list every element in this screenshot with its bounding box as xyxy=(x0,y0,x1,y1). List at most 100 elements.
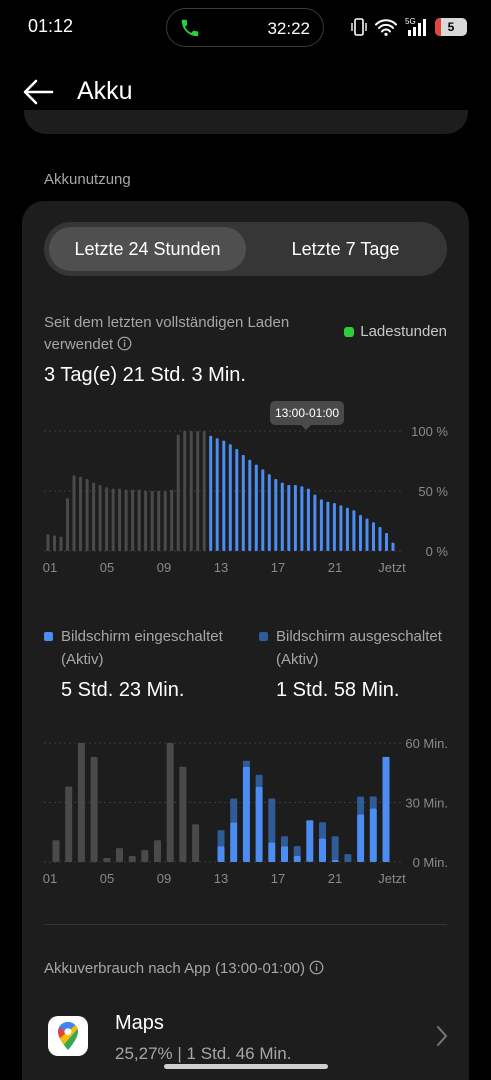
since-full-charge-label: Seit dem letzten vollständigen Laden ver… xyxy=(44,312,294,356)
battery-bar xyxy=(170,489,174,551)
back-button[interactable] xyxy=(18,74,58,110)
screen-on-bar xyxy=(293,856,301,862)
battery-bar xyxy=(183,431,187,551)
x-tick-label: 21 xyxy=(328,871,342,886)
battery-bar xyxy=(46,534,50,551)
screen-on-bar xyxy=(268,842,276,862)
battery-bar-selected xyxy=(261,469,265,551)
battery-bar xyxy=(124,489,128,551)
app-percent: 25,27% xyxy=(115,1044,173,1063)
battery-bar-selected xyxy=(306,488,310,551)
screen-on-bar xyxy=(357,814,365,862)
chart-tooltip: 13:00-01:00 xyxy=(270,401,344,430)
x-tick-label: 13 xyxy=(214,560,228,575)
legend-screen-on: Bildschirm eingeschaltet (Aktiv) xyxy=(44,625,231,671)
tab-last-24-hours[interactable]: Letzte 24 Stunden xyxy=(49,227,246,271)
battery-bar-selected xyxy=(345,507,349,551)
battery-bar xyxy=(131,489,135,551)
screen-on-bar xyxy=(255,786,263,862)
battery-bar xyxy=(163,491,167,551)
legend-screen-on-label: Bildschirm eingeschaltet (Aktiv) xyxy=(61,628,223,668)
battery-bar xyxy=(59,536,63,551)
signal-icon: 5G xyxy=(405,17,426,36)
screen-bar xyxy=(103,858,111,862)
info-icon[interactable] xyxy=(117,336,132,351)
battery-bar xyxy=(66,498,69,551)
battery-bar xyxy=(85,479,89,551)
maps-app-icon xyxy=(48,1016,88,1056)
battery-bar-selected xyxy=(209,435,213,551)
screen-off-bar xyxy=(268,798,276,843)
battery-bar-selected xyxy=(293,485,297,551)
app-name: Maps xyxy=(115,1012,164,1034)
status-bar: 01:12 32:22 5G 5 xyxy=(0,0,491,56)
battery-bar xyxy=(105,487,109,551)
battery-level-chart[interactable]: 100 % 50 % 0 % 01 05 09 13 17 21 Jetzt xyxy=(0,420,491,585)
screen-bar xyxy=(116,848,123,862)
battery-bar xyxy=(157,491,161,551)
screen-off-bar xyxy=(331,836,339,860)
battery-bar-selected xyxy=(352,510,356,551)
screen-off-bar xyxy=(293,846,301,856)
screen-on-bar xyxy=(217,846,225,862)
app-duration: 1 Std. 46 Min. xyxy=(186,1044,292,1063)
legend-charging: Ladestunden xyxy=(344,323,447,340)
x-tick-label: 05 xyxy=(100,560,114,575)
x-tick-label: 13 xyxy=(214,871,228,886)
y-tick-label: 30 Min. xyxy=(405,796,448,811)
screen-bar xyxy=(65,786,73,862)
screen-bar xyxy=(128,856,136,862)
legend-charging-label: Ladestunden xyxy=(360,323,447,340)
tab-last-7-days[interactable]: Letzte 7 Tage xyxy=(291,239,400,259)
status-icons: 5G 5 xyxy=(351,16,467,38)
battery-bar xyxy=(92,482,96,551)
home-indicator[interactable] xyxy=(164,1064,328,1069)
since-label-text: Seit dem letzten vollständigen Laden ver… xyxy=(44,314,290,353)
chevron-right-icon xyxy=(437,1026,448,1046)
blue-square-icon xyxy=(44,632,53,641)
previous-card-edge xyxy=(24,110,468,134)
y-tick-label: 100 % xyxy=(411,424,448,439)
battery-bar-selected xyxy=(359,515,362,551)
period-tabs: Letzte 24 Stunden Letzte 7 Tage xyxy=(44,222,447,276)
screen-bar xyxy=(179,766,187,862)
battery-bar-selected xyxy=(254,464,258,551)
x-tick-label: 09 xyxy=(157,560,171,575)
battery-bar-selected xyxy=(287,485,291,551)
battery-bar xyxy=(53,535,56,551)
x-tick-label: 05 xyxy=(100,871,114,886)
screen-off-bar xyxy=(369,796,377,809)
battery-bar-selected xyxy=(280,482,284,551)
battery-bar xyxy=(144,491,148,551)
battery-bar-selected xyxy=(267,474,271,551)
battery-bar-selected xyxy=(215,438,219,551)
screen-off-bar xyxy=(230,798,238,823)
battery-bar xyxy=(72,475,76,551)
y-tick-label: 0 % xyxy=(426,544,449,559)
green-dot-icon xyxy=(344,326,355,337)
battery-bar-selected xyxy=(372,522,375,551)
screen-bar xyxy=(52,840,60,862)
status-time: 01:12 xyxy=(28,16,74,36)
ongoing-call-pill[interactable]: 32:22 xyxy=(166,8,324,47)
screen-off-bar xyxy=(357,796,365,815)
battery-bar-selected xyxy=(365,518,369,551)
screen-off-value: 1 Std. 58 Min. xyxy=(276,679,400,701)
screen-time-chart[interactable]: 60 Min. 30 Min. 0 Min. 01 05 09 13 17 21 Jetzt xyxy=(0,730,491,895)
battery-bar xyxy=(111,488,115,551)
battery-bar-selected xyxy=(391,542,395,551)
battery-bar-selected xyxy=(378,527,382,551)
legend-screen-off: Bildschirm ausgeschaltet (Aktiv) xyxy=(259,625,446,671)
battery-bar xyxy=(196,431,200,551)
app-row-maps[interactable]: Maps 25,27% | 1 Std. 46 Min. xyxy=(44,1005,454,1075)
battery-bar xyxy=(98,485,102,551)
x-tick-label: 17 xyxy=(271,560,285,575)
y-tick-label: 60 Min. xyxy=(405,736,448,751)
battery-bar-selected xyxy=(300,486,304,551)
battery-usage-card xyxy=(22,201,469,1080)
info-icon[interactable] xyxy=(309,960,324,975)
vibrate-icon xyxy=(351,18,367,36)
app-header: Akku xyxy=(0,60,491,124)
network-type: 5G xyxy=(405,17,416,26)
battery-bar-selected xyxy=(319,499,323,551)
